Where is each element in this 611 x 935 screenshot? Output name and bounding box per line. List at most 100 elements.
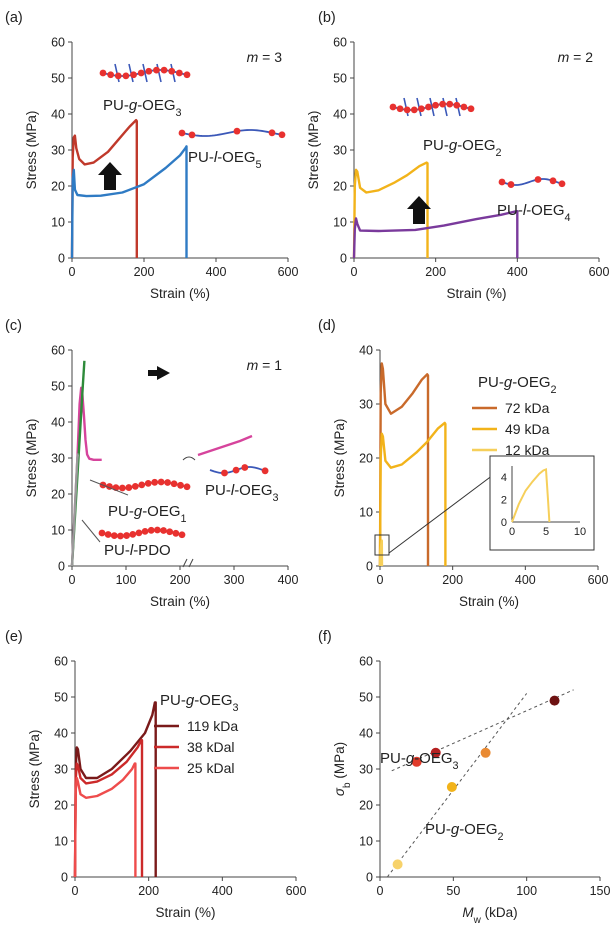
chain-bead — [168, 67, 176, 75]
chain-bead — [144, 479, 152, 487]
chain-linear-oeg3 — [209, 464, 269, 477]
x-axis-label: Strain (%) — [150, 286, 210, 301]
chain-graft — [142, 63, 148, 83]
series-line-1 — [73, 701, 157, 878]
data-point — [480, 747, 491, 758]
legend-label-3: 25 kDal — [187, 760, 234, 776]
chain-bead — [164, 479, 172, 486]
y-axis-label: Stress (MPa) — [306, 111, 321, 190]
arrow-up — [98, 162, 122, 190]
y-tick-label: 30 — [51, 144, 65, 158]
panel-label: (f) — [318, 629, 332, 645]
y-tick-label: 40 — [51, 108, 65, 122]
chain-bead — [261, 467, 269, 475]
y-tick-label: 50 — [51, 380, 65, 394]
y-tick-label: 0 — [58, 252, 65, 266]
m-annotation: m = 1 — [247, 357, 283, 373]
leader-line — [81, 519, 101, 543]
zoom-box — [374, 534, 390, 556]
chain-bead — [131, 482, 139, 490]
chain-bead — [153, 66, 160, 74]
series-line-1 — [70, 386, 102, 567]
x-axis-label: Strain (%) — [446, 286, 506, 301]
inset-y-tick-label: 4 — [501, 472, 507, 484]
chain-bead — [178, 531, 186, 539]
chain-bead — [425, 103, 432, 111]
y-tick-label: 20 — [54, 799, 68, 813]
series-line-2 — [73, 739, 144, 878]
m-annotation: m = 2 — [558, 49, 594, 65]
chain-bead — [151, 478, 159, 486]
x-tick-label: 50 — [446, 884, 460, 898]
chain-bead — [175, 69, 183, 77]
x-tick-label: 100 — [516, 884, 537, 898]
data-point — [411, 756, 422, 767]
x-axis-label: Strain (%) — [155, 905, 215, 920]
chain-bead — [170, 480, 178, 488]
inset-series-line — [511, 467, 551, 523]
chain-bead — [498, 178, 506, 186]
inset-x-tick-label: 0 — [509, 526, 515, 538]
chain-bead — [549, 177, 557, 185]
x-tick-label: 600 — [589, 265, 610, 279]
chain-bead — [232, 466, 240, 474]
y-tick-label: 50 — [54, 691, 68, 705]
y-tick-label: 60 — [359, 655, 373, 669]
chain-bead — [141, 527, 149, 535]
chain-bead — [403, 106, 411, 114]
chain-bead — [188, 131, 196, 139]
x-tick-label: 400 — [507, 265, 528, 279]
m-annotation: m = 3 — [247, 49, 283, 65]
chain-bead — [172, 529, 180, 537]
chain-bead — [467, 105, 475, 113]
chain-bead — [439, 100, 447, 108]
y-axis-label: Stress (MPa) — [27, 730, 42, 809]
data-point — [446, 782, 457, 792]
chain-bead — [178, 129, 186, 137]
legend-label-2: 38 kDal — [187, 739, 234, 755]
y-tick-label: 20 — [359, 452, 373, 466]
y-tick-label: 60 — [51, 36, 65, 50]
chain-bead — [507, 181, 515, 188]
x-tick-label: 0 — [69, 573, 76, 587]
y-tick-label: 50 — [333, 72, 347, 86]
legend-label-2: 49 kDa — [505, 421, 550, 437]
chain-bead — [233, 127, 241, 135]
panel-label: (b) — [318, 10, 336, 26]
chain-bead — [153, 526, 161, 534]
chain-bead — [389, 103, 397, 111]
x-tick-label: 200 — [134, 265, 155, 279]
chain-bead — [432, 101, 439, 109]
chain-bead — [417, 105, 425, 113]
series-line-2 — [352, 209, 519, 259]
panel-label: (c) — [5, 318, 22, 334]
y-tick-label: 10 — [51, 216, 65, 230]
series-line-1-tail — [197, 434, 253, 457]
series-line-3 — [73, 762, 137, 878]
x-axis-label: Mw (kDa) — [462, 905, 517, 926]
series-label-3: PU-l-PDO — [104, 542, 171, 559]
series-line-3 — [70, 453, 80, 567]
y-tick-label: 60 — [51, 344, 65, 358]
y-tick-label: 0 — [61, 871, 68, 885]
y-tick-label: 30 — [51, 452, 65, 466]
series-label-2: PU-g-OEG1 — [108, 503, 187, 525]
y-tick-label: 20 — [51, 488, 65, 502]
x-axis-label: Strain (%) — [150, 594, 210, 609]
chain-bead — [98, 529, 106, 537]
chain-bead — [130, 71, 137, 79]
x-tick-label: 200 — [170, 573, 191, 587]
y-axis-label: Stress (MPa) — [332, 419, 347, 498]
chain-bead — [446, 100, 454, 108]
chain-bead — [177, 481, 184, 489]
x-tick-label: 0 — [351, 265, 358, 279]
series-line-1 — [378, 362, 430, 567]
x-tick-label: 600 — [278, 265, 299, 279]
y-tick-label: 0 — [366, 560, 373, 574]
y-tick-label: 10 — [333, 216, 347, 230]
x-tick-label: 100 — [116, 573, 137, 587]
chain-bead — [110, 532, 118, 540]
panel-3: 0 10 20 30 40 50 60 0 100 200 300 400 Strain (%) Stre… — [5, 318, 298, 609]
y-tick-label: 10 — [51, 524, 65, 538]
chain-bead — [125, 484, 133, 491]
